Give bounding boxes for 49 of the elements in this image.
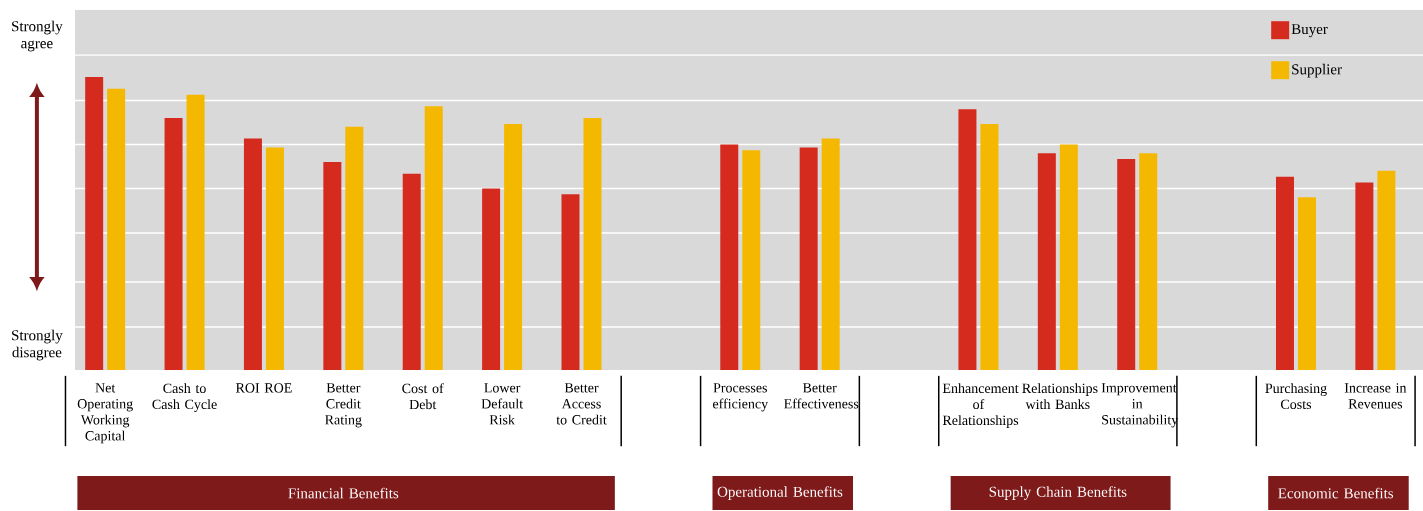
x-tick-label: Cash to Cash Cycle: [152, 383, 217, 412]
bar: [345, 126, 364, 370]
bar: [1297, 197, 1316, 370]
x-tick-label: Better Access to Credit: [556, 383, 607, 425]
bar: [1275, 176, 1294, 370]
x-tick-label: Net Operating Working Capital: [77, 383, 133, 444]
text: Economic Benefits: [1278, 487, 1394, 499]
bar: [482, 188, 501, 370]
bar: [164, 118, 183, 370]
bar: [265, 147, 284, 370]
bar: [742, 150, 761, 370]
x-tick-label: Increase in Revenues: [1344, 383, 1407, 409]
bar: [561, 194, 580, 370]
text: Operational Benefits: [717, 486, 843, 500]
bar: [720, 144, 739, 370]
bar: [821, 138, 840, 370]
bar: [243, 138, 262, 370]
bar: [1355, 182, 1374, 370]
text: Strongly agree: [12, 20, 63, 52]
x-tick-label: Processes efficiency: [712, 383, 769, 412]
x-tick-label: Enhancement of Relationships: [942, 383, 1019, 428]
bar: [402, 173, 421, 370]
text: Supply Chain Benefits: [989, 486, 1127, 500]
x-tick-label: Lower Default Risk: [481, 383, 524, 425]
text: Strongly disagree: [12, 329, 63, 361]
legend-label: Supplier: [1292, 63, 1342, 78]
bar: [85, 77, 104, 370]
bar: [799, 147, 818, 370]
x-tick-label: Cost of Debt: [402, 383, 444, 410]
bar: [958, 109, 977, 370]
bar: [1117, 159, 1136, 370]
bar: [1139, 153, 1158, 370]
bar: [1037, 153, 1056, 370]
x-tick-label: Purchasing Costs: [1265, 383, 1327, 410]
bar: [1059, 144, 1078, 370]
bar: [323, 162, 342, 370]
bar: [107, 88, 126, 370]
x-tick-label: Better Credit Rating: [325, 383, 362, 428]
x-tick-label: Relationships with Banks: [1022, 383, 1098, 410]
bar: [504, 123, 523, 370]
bar: [1377, 170, 1396, 370]
bar: [424, 106, 443, 370]
legend-label: Buyer: [1291, 24, 1328, 38]
bar: [186, 94, 205, 370]
bar: [583, 118, 602, 370]
bar: [980, 123, 999, 370]
x-tick-label: ROI ROE: [235, 383, 292, 393]
text: Financial Benefits: [288, 487, 399, 499]
x-tick-label: Better Effectiveness: [784, 383, 859, 409]
